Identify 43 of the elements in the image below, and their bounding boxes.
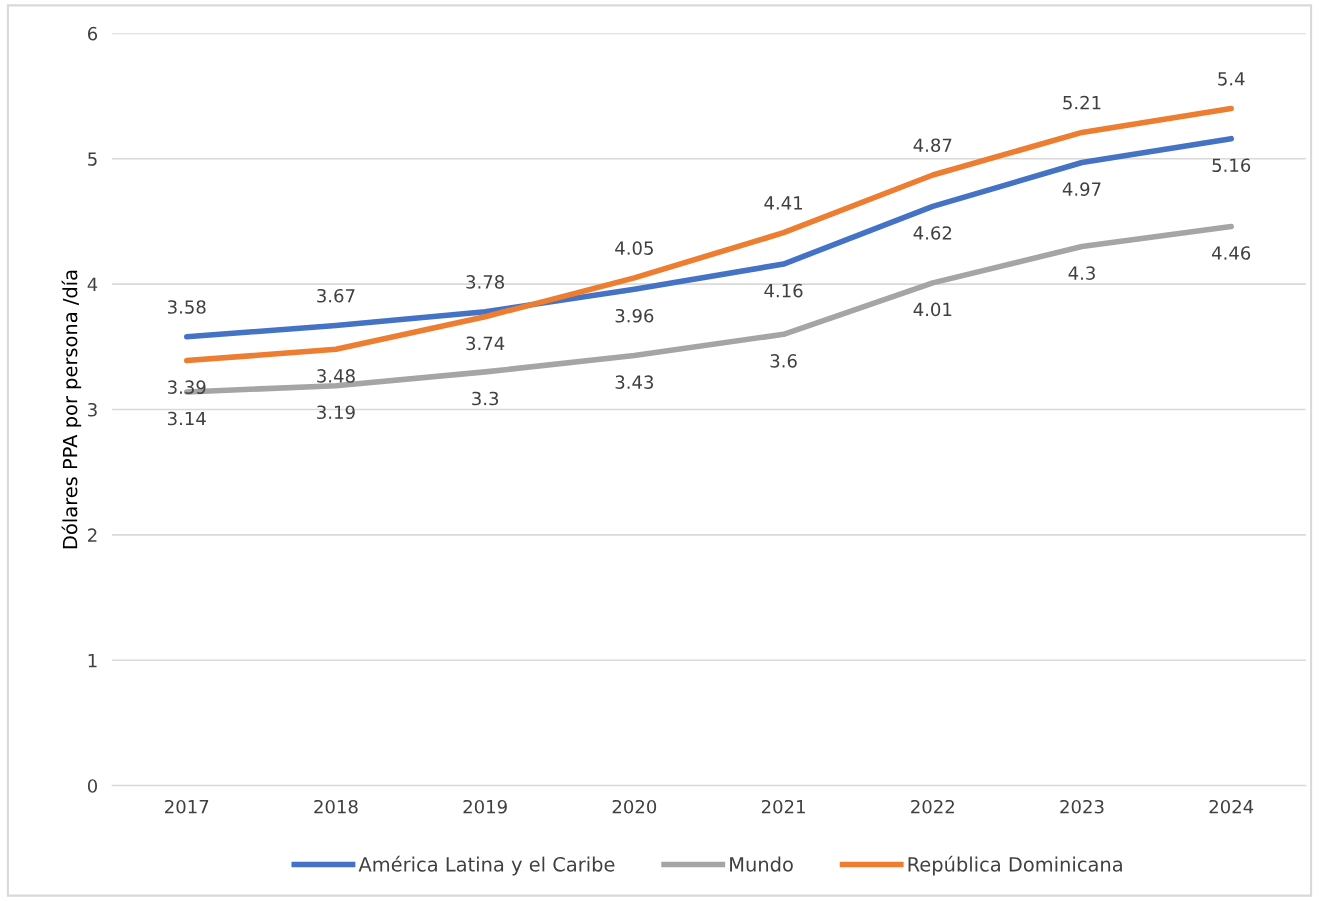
data-label: 3.78 <box>466 275 505 289</box>
data-label: 3.58 <box>168 300 206 314</box>
y-tick-label: 5 <box>88 152 97 166</box>
x-tick-label: 2024 <box>1209 799 1254 814</box>
x-tick-label: 2021 <box>761 799 805 814</box>
data-label: 3.19 <box>317 405 355 420</box>
data-label: 3.43 <box>615 375 654 390</box>
data-label: 4.46 <box>1211 246 1251 260</box>
data-label: 3.48 <box>317 369 355 383</box>
y-tick-label: 4 <box>87 277 98 291</box>
data-label: 4.05 <box>615 241 653 255</box>
data-label: 4.97 <box>1062 182 1101 196</box>
data-label: 4.41 <box>764 196 802 210</box>
data-label: 5.4 <box>1218 72 1245 86</box>
data-label: 5.21 <box>1063 95 1101 110</box>
y-tick-label: 0 <box>87 779 98 793</box>
legend-label: República Dominicana <box>908 855 1122 876</box>
data-label: 5.16 <box>1212 158 1251 173</box>
data-label: 3.14 <box>168 411 206 426</box>
x-tick-label: 2023 <box>1060 799 1104 814</box>
x-tick-label: 2017 <box>165 799 209 814</box>
y-tick-label: 1 <box>88 653 97 668</box>
data-label: 4.3 <box>1068 266 1095 280</box>
y-tick-label: 6 <box>88 26 98 41</box>
data-label: 4.87 <box>913 138 952 153</box>
data-label: 3.96 <box>615 308 654 323</box>
y-tick-label: 3 <box>88 402 97 417</box>
data-label: 3.67 <box>317 288 355 303</box>
y-tick-label: 2 <box>88 528 97 542</box>
legend-label: Mundo <box>730 856 793 872</box>
x-tick-label: 2020 <box>612 799 657 814</box>
data-label: 3.39 <box>168 380 206 395</box>
data-label: 3.74 <box>466 336 505 351</box>
legend-label: América Latina y el Caribe <box>358 855 615 876</box>
data-label: 4.01 <box>913 302 952 317</box>
data-label: 3.6 <box>770 354 797 368</box>
x-tick-label: 2018 <box>314 799 358 814</box>
x-tick-label: 2019 <box>463 799 507 814</box>
y-axis-title: Dólares PPA por persona /día <box>61 270 82 549</box>
data-label: 3.3 <box>472 391 499 406</box>
x-tick-label: 2022 <box>911 799 954 814</box>
data-label: 4.62 <box>913 226 952 240</box>
data-label: 4.16 <box>764 283 803 298</box>
